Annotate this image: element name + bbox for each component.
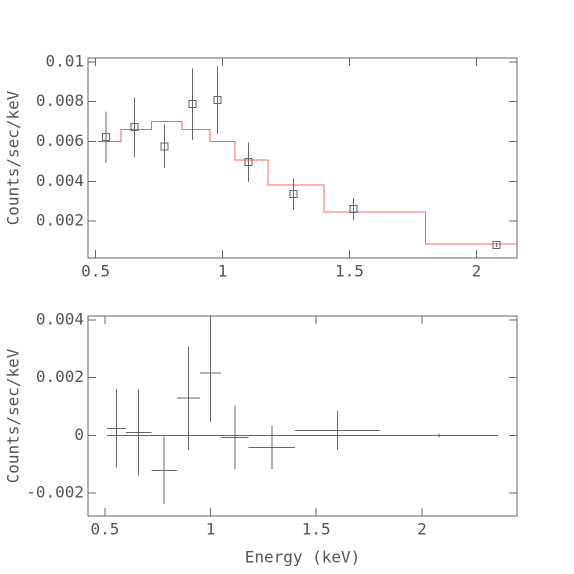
data-point (349, 205, 358, 214)
y-tick-label: 0 (74, 425, 84, 444)
plot-frame (87, 315, 518, 517)
x-axis-label: Energy (keV) (245, 548, 361, 567)
x-tick-label: 1 (218, 262, 228, 281)
y-tick-label: 0.006 (36, 131, 84, 150)
data-point (160, 142, 169, 151)
data-point (244, 158, 253, 167)
y-axis-label: Counts/sec/keV (4, 90, 23, 225)
y-tick-label: 0.004 (36, 171, 84, 190)
y-tick-label: 0.01 (45, 51, 84, 70)
y-tick-label: 0.004 (36, 310, 84, 329)
y-tick-label: -0.002 (26, 482, 84, 501)
data-point (101, 133, 110, 142)
y-axis-label: Counts/sec/keV (4, 348, 23, 483)
x-tick-label: 0.5 (81, 262, 110, 281)
y-tick-label: 0.002 (36, 211, 84, 230)
x-tick-label: 2 (417, 520, 427, 539)
data-point (492, 241, 501, 250)
data-point (213, 96, 222, 105)
data-point (289, 190, 298, 199)
x-tick-label: 1.5 (302, 520, 331, 539)
plot-area (98, 66, 517, 250)
model-step (98, 121, 517, 245)
x-tick-label: 2 (472, 262, 482, 281)
plot-area (107, 324, 498, 505)
data-point (130, 123, 139, 132)
plot-frame (87, 57, 518, 259)
data-point (188, 100, 197, 109)
x-tick-label: 1.5 (335, 262, 364, 281)
y-tick-label: 0.002 (36, 367, 84, 386)
y-tick-label: 0.008 (36, 91, 84, 110)
x-tick-label: 0.5 (90, 520, 119, 539)
x-tick-label: 1 (206, 520, 216, 539)
